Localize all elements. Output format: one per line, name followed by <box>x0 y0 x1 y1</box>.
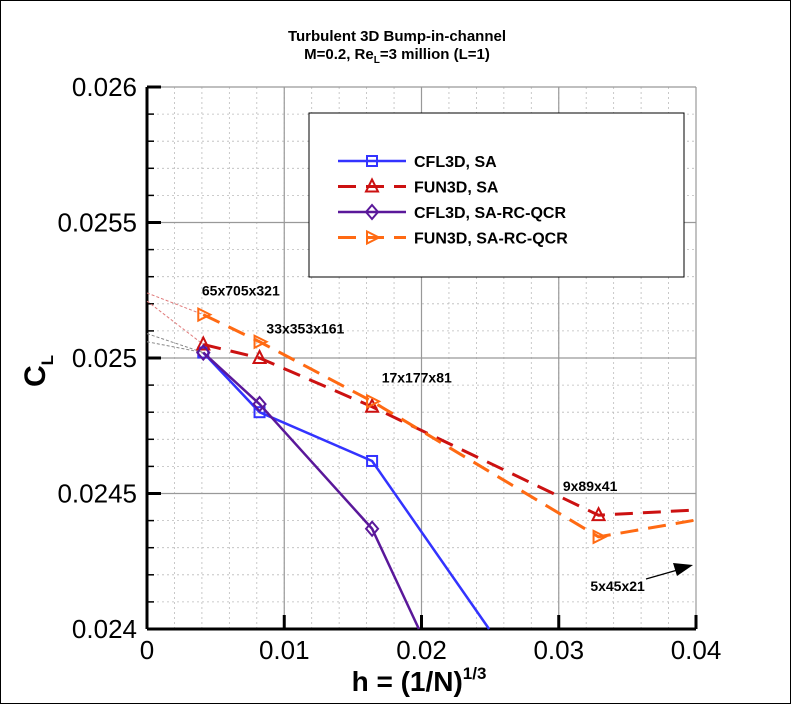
chart-subtitle: M=0.2, ReL=3 million (L=1) <box>304 46 490 66</box>
series-line-3 <box>202 313 697 539</box>
legend-marker <box>364 203 380 221</box>
extrapolation-line <box>146 333 204 354</box>
y-axis-label: CL <box>19 355 57 387</box>
data-point <box>592 529 608 545</box>
extrapolation-line <box>146 300 204 345</box>
legend-marker <box>366 155 378 167</box>
series-line-1 <box>202 342 697 517</box>
data-point <box>364 520 380 538</box>
x-label-sup: 1/3 <box>463 664 487 683</box>
series-line-2 <box>202 351 421 630</box>
y-tick-label: 0.026 <box>72 72 137 102</box>
x-label-base: h = (1/N) <box>352 666 463 697</box>
x-tick-label: 0.02 <box>396 635 447 665</box>
x-axis-label: h = (1/N)1/3 <box>352 664 487 697</box>
y-tick-label: 0.0245 <box>57 479 137 509</box>
annotation-label: 5x45x21 <box>590 578 645 594</box>
subtitle-post: =3 million (L=1) <box>380 46 490 63</box>
legend-box <box>308 112 685 278</box>
data-point <box>197 307 213 323</box>
chart-title: Turbulent 3D Bump-in-channel <box>288 28 506 45</box>
y-tick-label: 0.0255 <box>57 208 137 238</box>
x-tick-label: 0.04 <box>671 635 722 665</box>
legend-label: CFL3D, SA-RC-QCR <box>414 205 566 222</box>
data-point <box>366 393 382 409</box>
annotation-label: 17x177x81 <box>382 369 452 385</box>
extrapolation-line <box>146 292 204 316</box>
legend-label: CFL3D, SA <box>414 154 497 171</box>
annotation-label: 33x353x161 <box>266 321 344 337</box>
annotation-label: 65x705x321 <box>202 283 280 299</box>
x-tick-label: 0.03 <box>533 635 584 665</box>
subtitle-pre: M=0.2, Re <box>304 46 374 63</box>
data-point <box>195 335 211 351</box>
legend-marker <box>364 177 380 193</box>
annotation-arrow-head <box>673 563 693 576</box>
data-point <box>251 348 268 364</box>
annotation-label: 9x89x41 <box>563 478 618 494</box>
data-point <box>590 505 607 522</box>
y-tick-label: 0.024 <box>72 614 137 644</box>
legend-marker <box>366 229 382 246</box>
y-label-sub: L <box>38 355 57 365</box>
plot-area <box>146 292 697 630</box>
data-point <box>252 395 267 413</box>
x-tick-label: 0.01 <box>259 635 310 665</box>
legend-label: FUN3D, SA-RC-QCR <box>414 231 568 248</box>
legend-label: FUN3D, SA <box>414 180 499 197</box>
extrapolation-line <box>146 341 204 354</box>
y-label-base: C <box>19 365 52 387</box>
data-point <box>366 454 379 467</box>
series-line-0 <box>202 351 491 630</box>
data-point <box>195 344 211 362</box>
y-tick-label: 0.025 <box>72 343 137 373</box>
annotation-arrow-line <box>645 568 682 580</box>
x-tick-label: 0 <box>140 635 154 665</box>
data-point <box>253 406 266 419</box>
data-point <box>253 334 269 350</box>
subtitle-sub: L <box>374 55 380 66</box>
